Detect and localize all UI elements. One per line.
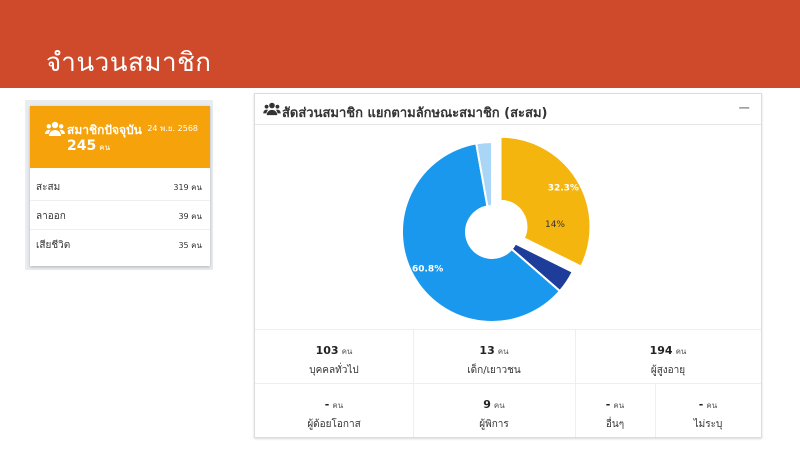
page-title: จำนวนสมาชิก — [46, 48, 212, 78]
stat-unit: คน — [497, 347, 509, 356]
stat-value: 194 คน — [575, 344, 761, 358]
stat-value: - คน — [575, 398, 655, 412]
stat-value: - คน — [255, 398, 413, 412]
stat-label: ผู้สูงอายุ — [650, 365, 686, 376]
pie-slice[interactable] — [499, 135, 592, 268]
stat-value: 9 คน — [413, 398, 575, 412]
stat-disabled: 9 คน ผู้พิการ — [413, 384, 576, 437]
stat-number: - — [324, 398, 330, 411]
stat-value: 103 คน — [255, 344, 413, 358]
summary-row-value: 319 คน — [173, 183, 202, 192]
stat-label: เด็ก/เยาวชน — [467, 365, 521, 376]
summary-date: 24 พ.ย. 2568 — [147, 124, 198, 133]
stat-number: 103 — [315, 344, 339, 357]
current-members-number: 245 — [67, 138, 97, 154]
stat-number: 13 — [479, 344, 495, 357]
stat-label: อื่นๆ — [605, 419, 625, 430]
stat-label: ผู้พิการ — [479, 419, 509, 430]
stat-unit: คน — [675, 347, 687, 356]
summary-row-deceased: เสียชีวิต 35 คน — [30, 230, 210, 258]
stat-elderly: 194 คน ผู้สูงอายุ — [575, 330, 761, 383]
stat-youth: 13 คน เด็ก/เยาวชน — [413, 330, 576, 383]
stat-unit: คน — [332, 401, 344, 410]
collapse-button[interactable]: − — [737, 98, 751, 117]
panel-title: สัดส่วนสมาชิก แยกตามลักษณะสมาชิก (สะสม) — [282, 106, 548, 121]
stat-value: 13 คน — [413, 344, 575, 358]
summary-card-header: สมาชิกปัจจุบัน 24 พ.ย. 2568 245 คน — [30, 106, 210, 168]
stat-label: บุคคลทั่วไป — [309, 365, 359, 376]
member-proportion-panel: สัดส่วนสมาชิก แยกตามลักษณะสมาชิก (สะสม) … — [254, 93, 762, 438]
users-icon — [263, 102, 281, 116]
stats-row-1: 103 คน บุคคลทั่วไป 13 คน เด็ก/เยาวชน 194 คน… — [255, 329, 761, 383]
pie-slice-label: 32.3% — [548, 184, 579, 194]
stat-label: ผู้ด้อยโอกาส — [307, 419, 361, 430]
current-members-unit: คน — [99, 143, 111, 152]
summary-row-label: สะสม — [36, 182, 61, 193]
member-type-pie-chart: 32.3% 60.8% 14% — [401, 135, 592, 323]
stat-unit: คน — [493, 401, 505, 410]
summary-card: สมาชิกปัจจุบัน 24 พ.ย. 2568 245 คน สะสม 3… — [30, 106, 210, 266]
pie-slice[interactable] — [401, 142, 562, 323]
pie-slice-label: 60.8% — [412, 264, 443, 274]
stat-unspecified: - คน ไม่ระบุ — [655, 384, 761, 437]
stat-general-public: 103 คน บุคคลทั่วไป — [255, 330, 414, 383]
stat-label: ไม่ระบุ — [693, 419, 723, 430]
stat-underprivileged: - คน ผู้ด้อยโอกาส — [255, 384, 414, 437]
panel-header: สัดส่วนสมาชิก แยกตามลักษณะสมาชิก (สะสม) … — [255, 94, 761, 125]
stat-number: - — [698, 398, 704, 411]
stat-unit: คน — [706, 401, 718, 410]
page-header: จำนวนสมาชิก — [0, 0, 800, 88]
summary-row-label: เสียชีวิต — [36, 240, 71, 251]
current-members-label: สมาชิกปัจจุบัน — [67, 123, 142, 137]
summary-row-value: 35 คน — [178, 241, 202, 250]
stat-unit: คน — [341, 347, 353, 356]
summary-row-value: 39 คน — [178, 212, 202, 221]
stat-value: - คน — [655, 398, 761, 412]
summary-row-resigned: ลาออก 39 คน — [30, 201, 210, 230]
stats-row-2: - คน ผู้ด้อยโอกาส 9 คน ผู้พิการ - คน อื่นๆ … — [255, 383, 761, 437]
current-members-count: 245 คน — [67, 138, 110, 154]
stat-number: 9 — [483, 398, 491, 411]
users-icon — [45, 121, 65, 136]
pie-slice[interactable] — [475, 140, 493, 208]
stat-number: 194 — [649, 344, 673, 357]
summary-row-label: ลาออก — [36, 211, 66, 222]
stat-other: - คน อื่นๆ — [575, 384, 656, 437]
summary-row-accumulated: สะสม 319 คน — [30, 172, 210, 201]
stat-number: - — [605, 398, 611, 411]
stat-unit: คน — [613, 401, 625, 410]
pie-inner-label: 14% — [545, 220, 565, 230]
